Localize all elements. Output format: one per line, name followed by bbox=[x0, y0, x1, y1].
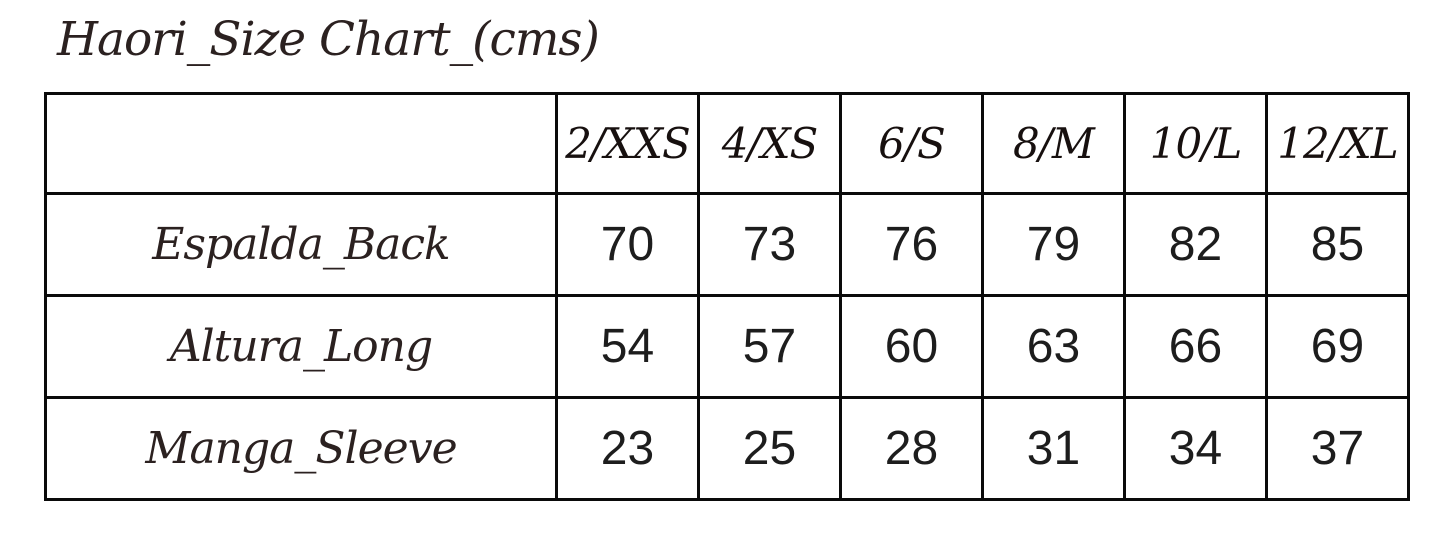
value-cell: 76 bbox=[839, 192, 984, 297]
value-cell: 54 bbox=[555, 294, 700, 399]
size-chart-table: 2/XXS 4/XS 6/S 8/M 10/L 12/XL Espalda_Ba… bbox=[44, 92, 1410, 501]
header-row: 2/XXS 4/XS 6/S 8/M 10/L 12/XL bbox=[44, 92, 1410, 195]
value-cell: 37 bbox=[1265, 396, 1410, 501]
column-header-8m: 8/M bbox=[981, 92, 1126, 195]
column-header-4xs: 4/XS bbox=[697, 92, 842, 195]
value-cell: 70 bbox=[555, 192, 700, 297]
column-header-2xxs: 2/XXS bbox=[555, 92, 700, 195]
value-cell: 79 bbox=[981, 192, 1126, 297]
value-cell: 31 bbox=[981, 396, 1126, 501]
value-cell: 23 bbox=[555, 396, 700, 501]
column-header-10l: 10/L bbox=[1123, 92, 1268, 195]
value-cell: 66 bbox=[1123, 294, 1268, 399]
value-cell: 63 bbox=[981, 294, 1126, 399]
value-cell: 25 bbox=[697, 396, 842, 501]
value-cell: 73 bbox=[697, 192, 842, 297]
value-cell: 60 bbox=[839, 294, 984, 399]
row-label-manga-sleeve: Manga_Sleeve bbox=[44, 396, 558, 501]
value-cell: 34 bbox=[1123, 396, 1268, 501]
corner-cell bbox=[44, 92, 558, 195]
page-title: Haori_Size Chart_(cms) bbox=[57, 12, 600, 67]
table-row-altura-long: Altura_Long 54 57 60 63 66 69 bbox=[44, 294, 1410, 399]
column-header-6s: 6/S bbox=[839, 92, 984, 195]
value-cell: 82 bbox=[1123, 192, 1268, 297]
table-row-manga-sleeve: Manga_Sleeve 23 25 28 31 34 37 bbox=[44, 396, 1410, 501]
value-cell: 85 bbox=[1265, 192, 1410, 297]
table-row-espalda-back: Espalda_Back 70 73 76 79 82 85 bbox=[44, 192, 1410, 297]
value-cell: 57 bbox=[697, 294, 842, 399]
column-header-12xl: 12/XL bbox=[1265, 92, 1410, 195]
row-label-espalda-back: Espalda_Back bbox=[44, 192, 558, 297]
value-cell: 69 bbox=[1265, 294, 1410, 399]
row-label-altura-long: Altura_Long bbox=[44, 294, 558, 399]
value-cell: 28 bbox=[839, 396, 984, 501]
